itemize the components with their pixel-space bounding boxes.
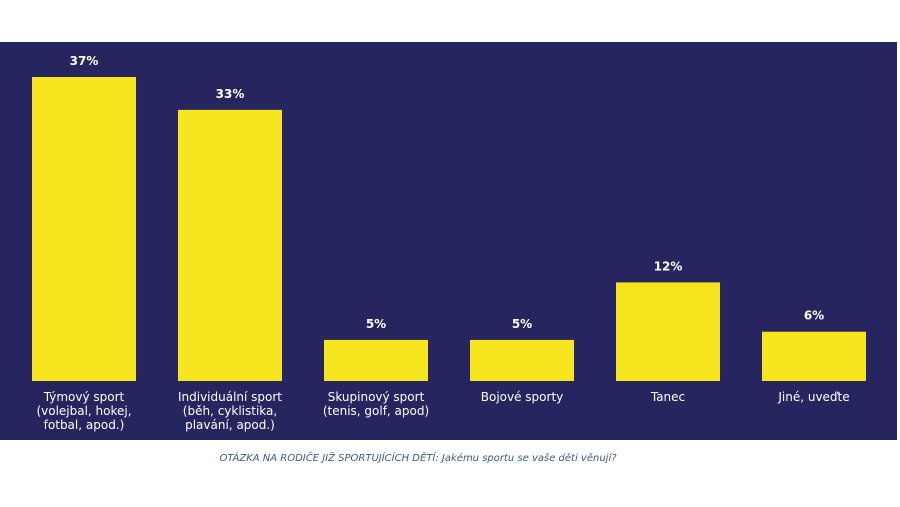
bar	[178, 109, 282, 381]
caption: OTÁZKA NA RODIČE JIŽ SPORTUJÍCÍCH DĚTÍ: …	[219, 453, 617, 464]
x-tick-label: Bojové sporty	[480, 390, 564, 404]
x-tick-label: Jiné, uveďte	[778, 390, 850, 404]
bar	[762, 331, 866, 381]
x-tick-label: Individuální sport (běh, cyklistika, pla…	[177, 390, 283, 432]
bar	[32, 77, 136, 381]
x-tick-label: Tanec	[650, 390, 686, 404]
value-label: 12%	[654, 259, 683, 273]
value-label: 5%	[512, 317, 532, 331]
bar	[616, 282, 720, 381]
bar	[470, 339, 574, 381]
value-label: 5%	[366, 317, 386, 331]
bar	[324, 339, 428, 381]
x-tick-label: Skupinový sport (tenis, golf, apod)	[322, 390, 430, 418]
value-label: 6%	[804, 309, 824, 323]
value-label: 37%	[70, 54, 99, 68]
x-tick-label: Týmový sport (volejbal, hokej, fotbal, a…	[36, 390, 132, 432]
chart-panel	[0, 42, 897, 440]
value-label: 33%	[216, 87, 245, 101]
